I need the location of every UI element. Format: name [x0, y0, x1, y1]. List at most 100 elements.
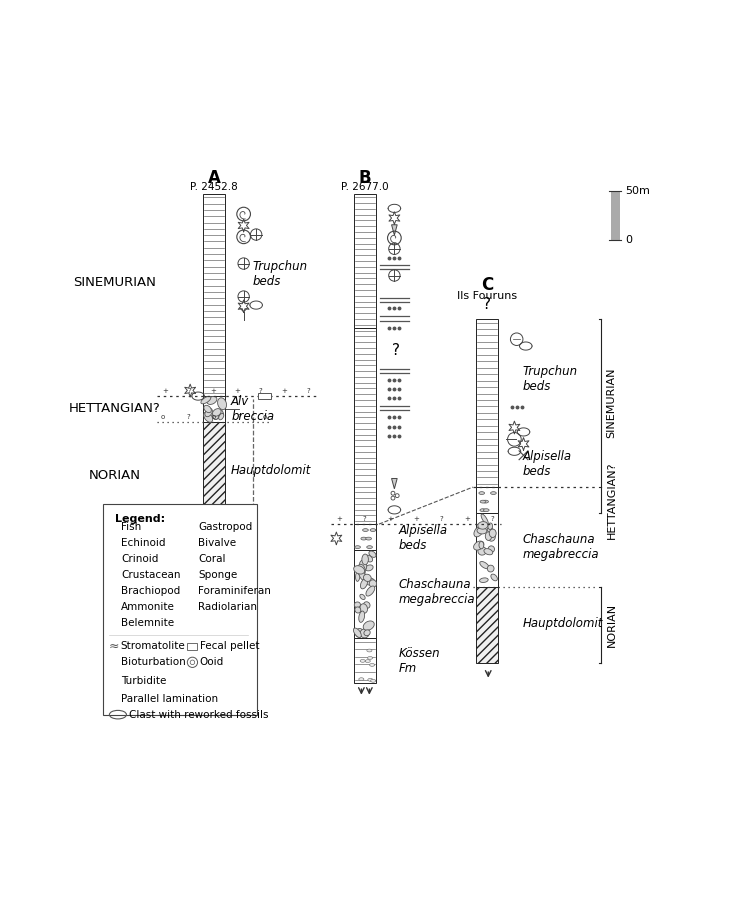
Ellipse shape	[355, 602, 360, 607]
Text: Crinoid: Crinoid	[121, 553, 159, 564]
Ellipse shape	[491, 574, 498, 581]
Ellipse shape	[480, 509, 486, 511]
Text: +: +	[210, 388, 216, 395]
Bar	[354, 194, 376, 327]
Text: Crustacean: Crustacean	[121, 570, 181, 579]
Text: SINEMURIAN: SINEMURIAN	[73, 276, 156, 289]
Ellipse shape	[204, 405, 211, 413]
Bar	[258, 393, 271, 399]
Text: P. 2452.8: P. 2452.8	[190, 182, 238, 193]
Ellipse shape	[360, 595, 365, 599]
Ellipse shape	[364, 630, 370, 636]
Ellipse shape	[207, 396, 217, 405]
Text: +: +	[413, 517, 419, 522]
Text: Ooid: Ooid	[200, 658, 224, 667]
Bar	[476, 587, 498, 664]
Bar	[354, 524, 376, 550]
Text: Hauptdolomit: Hauptdolomit	[231, 464, 311, 476]
Ellipse shape	[363, 528, 368, 532]
Ellipse shape	[360, 604, 368, 614]
Text: Stromatolite: Stromatolite	[120, 641, 185, 651]
Text: Brachiopod: Brachiopod	[121, 586, 181, 596]
Ellipse shape	[370, 528, 376, 532]
Bar	[354, 638, 376, 684]
Ellipse shape	[366, 565, 373, 570]
Ellipse shape	[217, 398, 227, 410]
Ellipse shape	[213, 409, 221, 416]
Ellipse shape	[355, 607, 361, 613]
Ellipse shape	[355, 629, 363, 637]
Ellipse shape	[201, 396, 211, 404]
Ellipse shape	[474, 526, 484, 536]
Ellipse shape	[205, 408, 212, 417]
Ellipse shape	[488, 523, 493, 529]
Text: ?: ?	[186, 414, 190, 420]
Text: Chaschauna
megabreccia: Chaschauna megabreccia	[399, 579, 476, 606]
Ellipse shape	[203, 412, 213, 422]
Ellipse shape	[213, 411, 219, 420]
Text: Parallel lamination: Parallel lamination	[121, 693, 219, 704]
Polygon shape	[112, 621, 116, 627]
Text: ?: ?	[483, 298, 491, 312]
Ellipse shape	[367, 649, 372, 652]
Ellipse shape	[359, 611, 365, 623]
Ellipse shape	[363, 574, 371, 581]
Text: Echinoid: Echinoid	[121, 538, 166, 548]
Ellipse shape	[487, 565, 494, 572]
Text: Ils Fouruns: Ils Fouruns	[457, 292, 517, 301]
Ellipse shape	[478, 521, 488, 529]
Ellipse shape	[485, 532, 492, 540]
Ellipse shape	[369, 664, 374, 666]
Text: HETTANGIAN?: HETTANGIAN?	[606, 461, 617, 539]
Text: 50m: 50m	[625, 187, 650, 196]
Ellipse shape	[479, 578, 488, 582]
Text: Bioturbation: Bioturbation	[121, 658, 186, 667]
Ellipse shape	[484, 549, 493, 555]
Ellipse shape	[488, 533, 495, 541]
Ellipse shape	[359, 569, 366, 580]
Ellipse shape	[490, 492, 496, 494]
Text: Foraminiferan: Foraminiferan	[198, 586, 271, 596]
Ellipse shape	[214, 411, 223, 418]
Ellipse shape	[366, 537, 371, 540]
Ellipse shape	[360, 579, 368, 588]
Text: HETTANGIAN?: HETTANGIAN?	[69, 402, 161, 415]
Ellipse shape	[189, 527, 192, 529]
Text: Trupchun
beds: Trupchun beds	[523, 365, 578, 393]
Text: ?: ?	[187, 388, 192, 395]
Polygon shape	[391, 225, 397, 235]
Text: 0: 0	[625, 235, 632, 245]
Ellipse shape	[355, 571, 360, 581]
Bar	[186, 643, 197, 650]
Bar	[476, 487, 498, 513]
Ellipse shape	[357, 564, 366, 576]
Text: ?: ?	[491, 517, 495, 522]
Text: o: o	[263, 414, 267, 420]
Ellipse shape	[353, 628, 361, 638]
Polygon shape	[391, 478, 397, 489]
Ellipse shape	[363, 621, 374, 631]
Ellipse shape	[480, 501, 486, 503]
Text: NORIAN: NORIAN	[89, 469, 140, 483]
Bar	[203, 396, 225, 422]
Text: Sponge: Sponge	[198, 570, 237, 579]
Ellipse shape	[368, 678, 373, 681]
Bar	[203, 422, 225, 521]
Ellipse shape	[360, 629, 369, 638]
Ellipse shape	[216, 409, 223, 416]
Text: Turbidite: Turbidite	[121, 676, 167, 686]
Ellipse shape	[367, 545, 372, 549]
Text: ?: ?	[238, 414, 241, 420]
Ellipse shape	[219, 414, 224, 420]
Bar	[354, 327, 376, 524]
Text: Belemnite: Belemnite	[121, 617, 175, 628]
Ellipse shape	[484, 509, 489, 511]
Text: SINEMURIAN: SINEMURIAN	[606, 368, 617, 439]
Bar	[354, 550, 376, 638]
Ellipse shape	[360, 561, 367, 570]
Ellipse shape	[359, 678, 364, 681]
Ellipse shape	[366, 659, 370, 663]
Text: Alpisella
beds: Alpisella beds	[399, 525, 448, 553]
Bar	[476, 513, 498, 587]
Text: +: +	[464, 517, 470, 522]
